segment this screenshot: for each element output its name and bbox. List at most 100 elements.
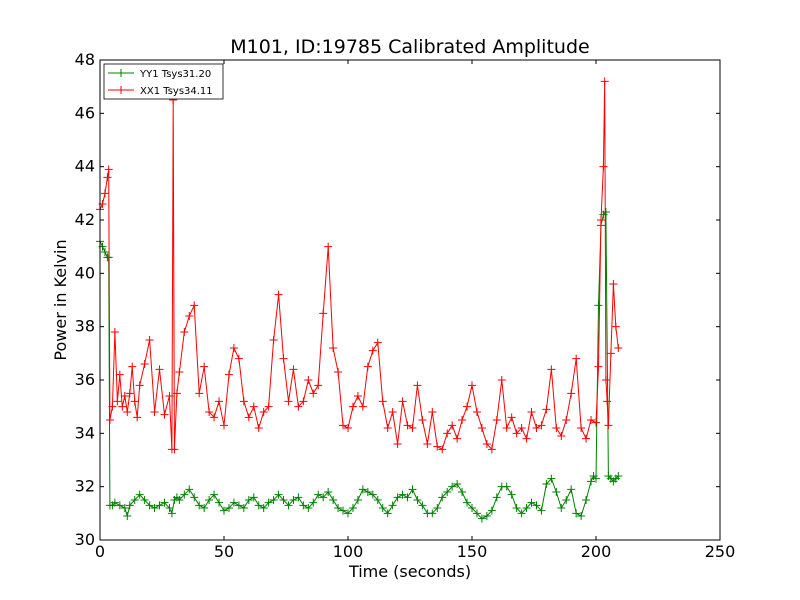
data-point-marker — [463, 402, 472, 411]
legend-marker — [117, 86, 125, 94]
legend-label: YY1 Tsys31.20 — [139, 69, 211, 80]
data-point-marker — [398, 397, 407, 406]
data-point-marker — [363, 362, 372, 371]
data-point-marker — [115, 501, 124, 510]
data-point-marker — [403, 421, 412, 430]
data-point-marker — [244, 496, 253, 504]
data-point-marker — [130, 397, 139, 406]
data-point-marker — [487, 445, 496, 454]
data-point-marker — [383, 509, 392, 518]
data-point-marker — [289, 365, 298, 374]
data-point-marker — [339, 506, 348, 515]
data-point-marker — [438, 445, 447, 454]
data-point-marker — [123, 408, 132, 416]
y-tick-label: 42 — [75, 210, 95, 229]
data-point-marker — [135, 381, 144, 390]
data-point-marker — [562, 496, 571, 504]
data-point-marker — [309, 498, 318, 507]
data-point-marker — [145, 336, 154, 344]
data-point-marker — [353, 392, 362, 400]
y-tick-label: 34 — [75, 423, 95, 442]
data-point-marker — [378, 504, 387, 512]
data-point-marker — [403, 493, 412, 502]
data-point-marker — [557, 504, 566, 512]
data-point-marker — [123, 512, 132, 520]
data-point-marker — [125, 501, 134, 510]
chart-title: M101, ID:19785 Calibrated Amplitude — [230, 36, 589, 58]
data-point-marker — [468, 381, 476, 390]
data-point-marker — [527, 408, 536, 416]
data-point-marker — [304, 504, 313, 512]
data-point-marker — [304, 376, 313, 384]
data-point-marker — [319, 493, 328, 502]
data-point-marker — [264, 498, 273, 507]
data-point-marker — [547, 365, 556, 374]
data-point-marker — [269, 496, 278, 504]
data-point-marker — [329, 344, 338, 352]
data-point-marker — [542, 405, 551, 414]
data-point-marker — [294, 402, 303, 411]
data-point-marker — [180, 328, 189, 336]
data-point-marker — [603, 397, 612, 406]
data-point-marker — [418, 416, 427, 424]
data-point-marker — [254, 424, 263, 432]
data-point-marker — [215, 498, 224, 507]
data-point-marker — [378, 397, 387, 406]
data-point-marker — [103, 173, 112, 182]
data-point-marker — [398, 490, 407, 499]
data-point-marker — [557, 432, 566, 440]
data-point-marker — [458, 416, 467, 424]
data-point-marker — [210, 413, 219, 422]
data-point-marker — [190, 301, 199, 310]
data-point-marker — [527, 498, 536, 507]
data-point-marker — [517, 509, 526, 518]
data-point-marker — [229, 498, 238, 507]
y-tick-label: 40 — [75, 263, 95, 282]
data-point-marker — [601, 208, 610, 216]
data-point-marker — [299, 397, 308, 406]
data-point-marker — [284, 501, 293, 510]
data-point-marker — [170, 445, 179, 454]
data-point-marker — [239, 397, 248, 406]
data-point-marker — [587, 416, 596, 424]
data-point-marker — [604, 421, 613, 430]
data-point-marker — [433, 504, 442, 512]
data-point-marker — [477, 514, 486, 523]
data-point-marker — [118, 402, 127, 411]
data-point-marker — [433, 442, 442, 451]
data-point-marker — [224, 504, 233, 512]
data-point-marker — [453, 434, 462, 443]
y-tick-label: 46 — [75, 103, 95, 122]
data-point-marker — [537, 506, 546, 515]
data-point-marker — [572, 354, 581, 363]
data-point-marker — [358, 402, 367, 411]
legend: YY1 Tsys31.20 XX1 Tsys34.11 — [103, 63, 224, 100]
data-point-marker — [100, 248, 109, 256]
data-point-marker — [502, 482, 511, 491]
data-point-marker — [329, 496, 338, 504]
data-point-marker — [596, 216, 605, 224]
ticks-layer: 0 50 100 150 200 250 30 32 34 36 38 40 42 44 46 48 — [75, 50, 736, 561]
data-point-marker — [130, 496, 139, 504]
data-point-marker — [220, 506, 228, 515]
data-point-marker — [115, 370, 124, 379]
data-point-marker — [172, 389, 181, 398]
data-point-marker — [224, 370, 233, 379]
data-point-marker — [408, 424, 417, 432]
data-point-marker — [547, 474, 556, 483]
data-point-marker — [368, 490, 377, 499]
data-point-marker — [468, 504, 476, 512]
x-tick-label: 50 — [214, 542, 234, 561]
x-axis-title: Time (seconds) — [348, 562, 471, 581]
data-point-marker — [512, 429, 521, 438]
data-point-marker — [358, 485, 367, 494]
data-point-marker — [512, 504, 521, 512]
data-point-marker — [294, 493, 303, 502]
data-point-marker — [165, 504, 174, 512]
data-point-marker — [507, 490, 516, 499]
data-point-marker — [418, 501, 427, 510]
data-point-marker — [314, 490, 323, 499]
data-point-marker — [145, 501, 154, 510]
data-point-marker — [259, 408, 268, 416]
data-point-marker — [393, 440, 402, 448]
